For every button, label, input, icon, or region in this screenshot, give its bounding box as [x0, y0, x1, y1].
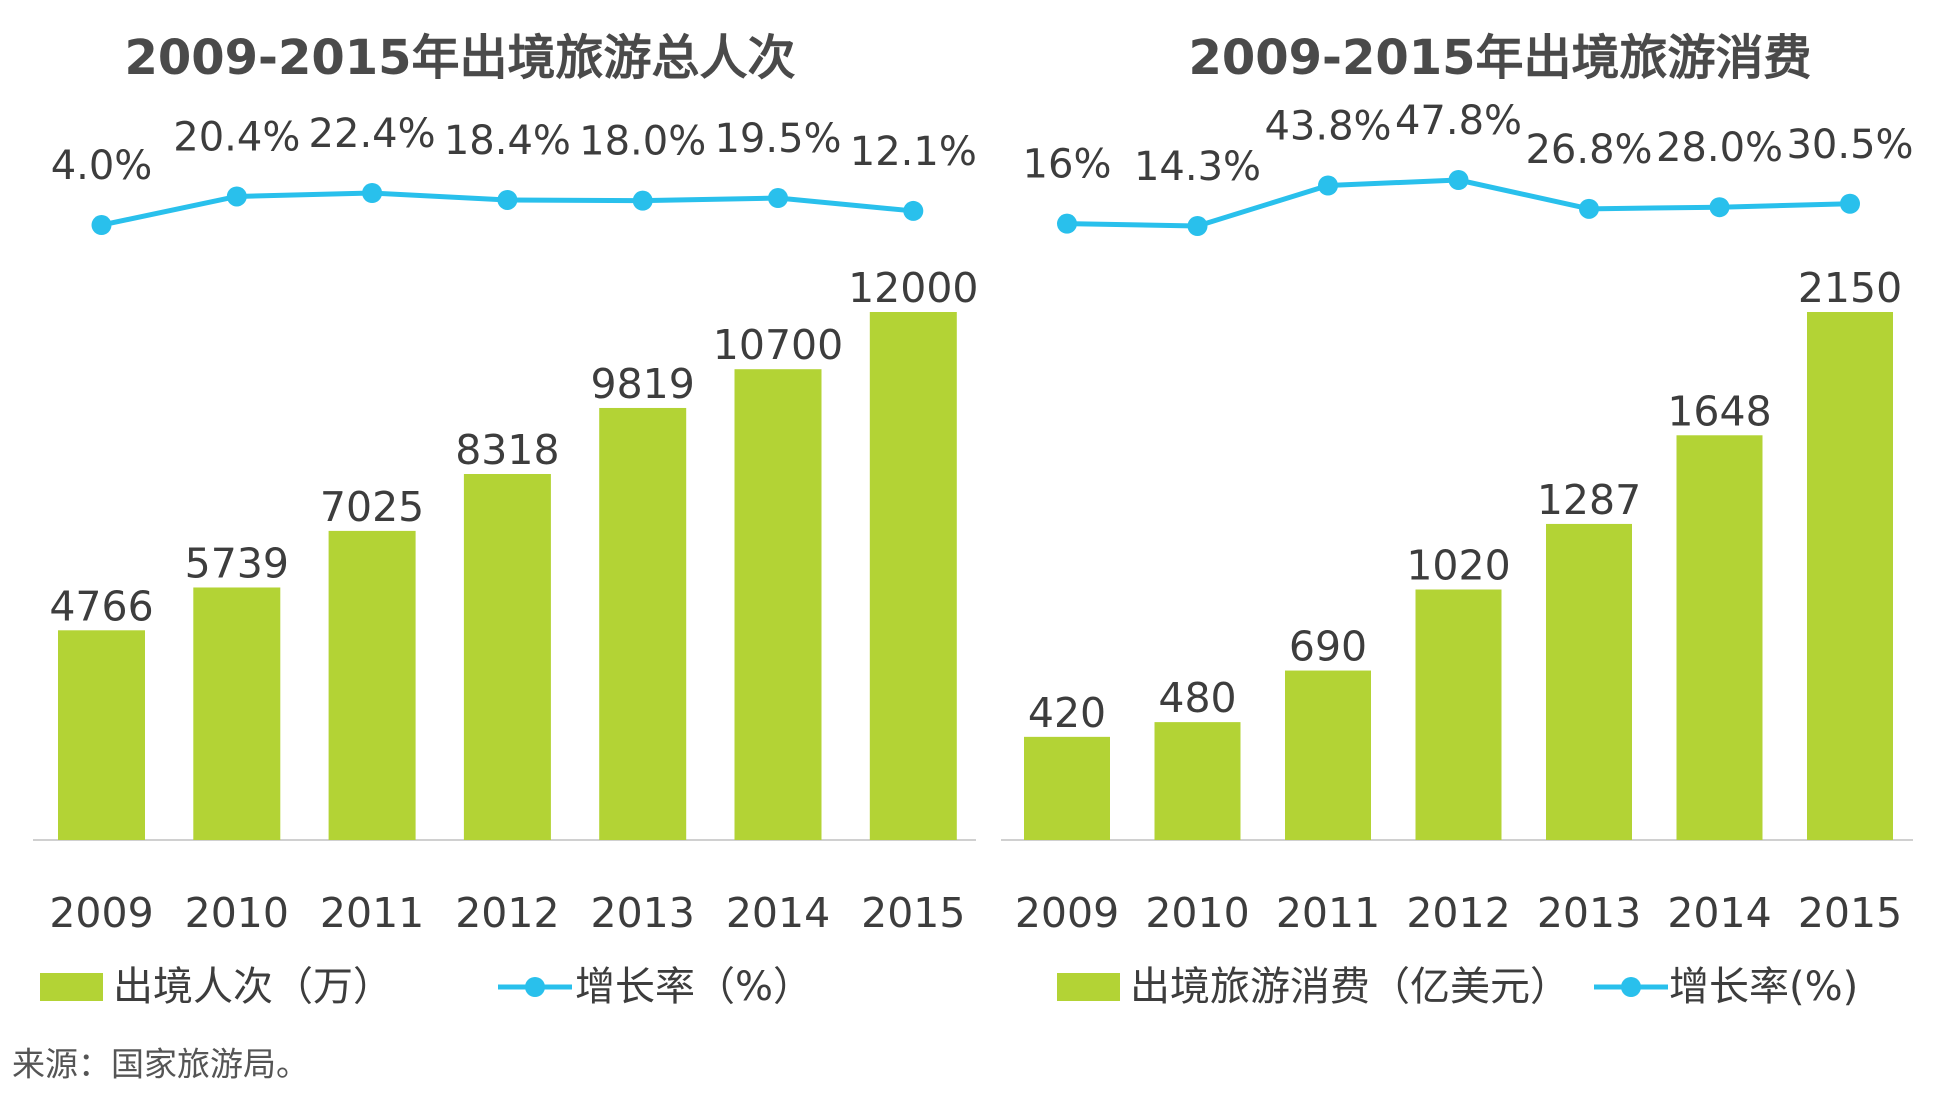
- growth-label-2011: 22.4%: [309, 111, 436, 157]
- bar-value-label-2010: 5739: [185, 539, 289, 587]
- x-tick-label-2012: 2012: [455, 889, 559, 937]
- growth-point-2013: [632, 190, 653, 211]
- growth-label-2015: 30.5%: [1786, 122, 1913, 168]
- bar-value-label-2011: 7025: [320, 483, 424, 531]
- chart-title: 2009-2015年出境旅游总人次: [124, 30, 795, 86]
- bar-value-label-2014: 1648: [1667, 387, 1771, 435]
- x-tick-label-2011: 2011: [320, 889, 424, 937]
- growth-label-2009: 4.0%: [51, 143, 153, 189]
- x-tick-label-2009: 2009: [1015, 889, 1119, 937]
- x-tick-label-2015: 2015: [861, 889, 965, 937]
- bar-2009: [1024, 736, 1110, 840]
- bar-value-label-2014: 10700: [713, 321, 843, 369]
- growth-label-2012: 18.4%: [444, 118, 571, 164]
- x-tick-label-2010: 2010: [185, 889, 289, 937]
- bar-2014: [734, 369, 822, 840]
- growth-point-2011: [362, 183, 383, 203]
- x-tick-label-2009: 2009: [49, 889, 153, 937]
- legend-line-marker: [1621, 977, 1641, 997]
- growth-point-2015: [1840, 193, 1860, 214]
- bar-value-label-2011: 690: [1289, 623, 1367, 671]
- chart-2: 2009-2015年出境旅游消费 420 2009 480 2010 690 2011 102…: [1001, 30, 1914, 1010]
- bar-2012: [463, 474, 551, 840]
- growth-point-2009: [1057, 213, 1077, 234]
- legend-line-marker: [525, 977, 545, 997]
- legend-bar-swatch: [40, 973, 103, 1001]
- bar-2011: [328, 530, 416, 840]
- x-tick-label-2015: 2015: [1798, 889, 1902, 937]
- legend-line-label: 增长率(%): [1669, 964, 1858, 1010]
- bar-2010: [1154, 722, 1241, 840]
- bar-2009: [58, 630, 145, 840]
- source-note: 来源：国家旅游局。: [12, 1045, 309, 1084]
- legend-bar-label: 出境人次（万）: [113, 964, 393, 1010]
- growth-point-2011: [1318, 175, 1338, 196]
- bar-value-label-2015: 12000: [848, 264, 978, 312]
- bar-2010: [193, 587, 281, 840]
- x-tick-label-2010: 2010: [1145, 889, 1249, 937]
- growth-point-2012: [497, 189, 518, 210]
- legend-bar-label: 出境旅游消费（亿美元）: [1130, 964, 1570, 1010]
- bar-value-label-2009: 4766: [49, 582, 153, 630]
- bar-value-label-2009: 420: [1028, 689, 1106, 737]
- bar-2015: [869, 312, 957, 840]
- growth-label-2011: 43.8%: [1264, 103, 1391, 149]
- growth-point-2010: [1187, 216, 1208, 236]
- growth-label-2013: 18.0%: [579, 119, 706, 165]
- growth-label-2013: 26.8%: [1525, 127, 1652, 173]
- bar-value-label-2010: 480: [1158, 674, 1236, 722]
- growth-point-2015: [903, 200, 924, 221]
- growth-label-2014: 28.0%: [1656, 125, 1783, 171]
- growth-label-2010: 20.4%: [173, 114, 300, 160]
- growth-label-2009: 16%: [1023, 142, 1112, 188]
- legend-line-label: 增长率（%）: [575, 964, 813, 1010]
- chart-1: 2009-2015年出境旅游总人次 4766 2009 5739 2010 7025 201…: [33, 30, 979, 1010]
- x-tick-label-2013: 2013: [1537, 889, 1641, 937]
- growth-point-2013: [1579, 198, 1599, 219]
- growth-point-2012: [1448, 170, 1469, 190]
- growth-label-2012: 47.8%: [1395, 98, 1522, 144]
- bar-2012: [1415, 589, 1502, 840]
- bar-2013: [1546, 523, 1632, 840]
- bar-2014: [1676, 435, 1763, 840]
- growth-label-2014: 19.5%: [714, 116, 841, 162]
- x-tick-label-2013: 2013: [591, 889, 695, 937]
- bar-value-label-2012: 8318: [455, 426, 559, 474]
- x-tick-label-2014: 2014: [726, 889, 830, 937]
- bar-value-label-2013: 9819: [591, 360, 695, 408]
- x-tick-label-2014: 2014: [1667, 889, 1771, 937]
- growth-label-2015: 12.1%: [850, 129, 977, 175]
- bar-2013: [599, 407, 687, 840]
- x-tick-label-2011: 2011: [1276, 889, 1380, 937]
- bar-value-label-2013: 1287: [1537, 476, 1641, 524]
- growth-point-2014: [768, 188, 788, 209]
- x-tick-label-2012: 2012: [1406, 889, 1510, 937]
- growth-label-2010: 14.3%: [1134, 144, 1261, 190]
- legend-bar-swatch: [1057, 973, 1120, 1001]
- bar-2015: [1807, 312, 1893, 840]
- growth-point-2009: [91, 215, 112, 236]
- bar-2011: [1285, 670, 1371, 840]
- bar-value-label-2015: 2150: [1798, 264, 1902, 312]
- growth-point-2014: [1709, 197, 1730, 218]
- chart-title: 2009-2015年出境旅游消费: [1188, 30, 1811, 86]
- bar-value-label-2012: 1020: [1406, 542, 1510, 590]
- growth-point-2010: [226, 186, 247, 207]
